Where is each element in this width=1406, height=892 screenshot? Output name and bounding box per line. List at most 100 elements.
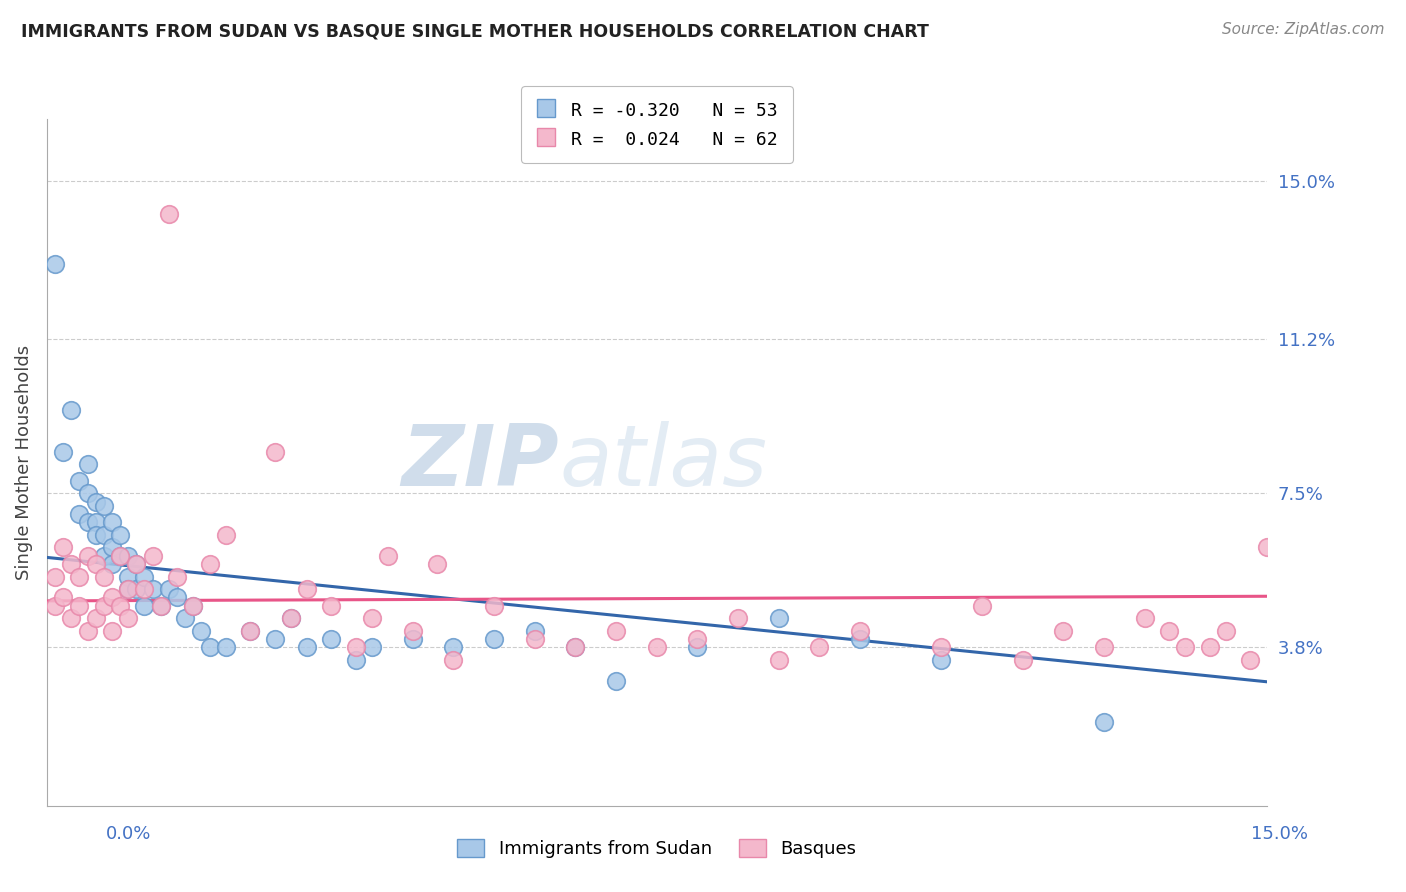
Point	[117, 582, 139, 596]
Point	[166, 569, 188, 583]
Point	[1198, 640, 1220, 655]
Point	[768, 653, 790, 667]
Point	[93, 569, 115, 583]
Point	[44, 569, 66, 583]
Point	[808, 640, 831, 655]
Point	[239, 624, 262, 638]
Text: 0.0%: 0.0%	[105, 825, 150, 843]
Point	[263, 632, 285, 646]
Point	[280, 611, 302, 625]
Point	[970, 599, 993, 613]
Point	[1239, 653, 1261, 667]
Point	[295, 640, 318, 655]
Point	[198, 557, 221, 571]
Point	[929, 653, 952, 667]
Point	[125, 557, 148, 571]
Point	[84, 528, 107, 542]
Point	[149, 599, 172, 613]
Point	[181, 599, 204, 613]
Point	[108, 599, 131, 613]
Text: ZIP: ZIP	[402, 421, 560, 504]
Point	[402, 624, 425, 638]
Point	[52, 541, 75, 555]
Point	[564, 640, 586, 655]
Point	[117, 549, 139, 563]
Point	[686, 640, 709, 655]
Point	[426, 557, 449, 571]
Point	[108, 528, 131, 542]
Point	[215, 640, 238, 655]
Point	[142, 549, 165, 563]
Point	[1133, 611, 1156, 625]
Point	[93, 599, 115, 613]
Text: Source: ZipAtlas.com: Source: ZipAtlas.com	[1222, 22, 1385, 37]
Point	[84, 494, 107, 508]
Point	[1256, 541, 1278, 555]
Point	[108, 549, 131, 563]
Point	[149, 599, 172, 613]
Point	[295, 582, 318, 596]
Point	[101, 557, 124, 571]
Point	[60, 611, 83, 625]
Point	[321, 599, 343, 613]
Point	[142, 582, 165, 596]
Point	[768, 611, 790, 625]
Point	[1092, 640, 1115, 655]
Point	[280, 611, 302, 625]
Point	[44, 257, 66, 271]
Point	[361, 640, 384, 655]
Point	[849, 632, 872, 646]
Point	[645, 640, 668, 655]
Point	[101, 591, 124, 605]
Point	[1215, 624, 1237, 638]
Point	[76, 549, 98, 563]
Point	[67, 474, 90, 488]
Point	[174, 611, 197, 625]
Point	[929, 640, 952, 655]
Point	[482, 599, 505, 613]
Point	[134, 582, 156, 596]
Point	[101, 541, 124, 555]
Point	[117, 582, 139, 596]
Legend: R = -0.320   N = 53, R =  0.024   N = 62: R = -0.320 N = 53, R = 0.024 N = 62	[520, 87, 793, 163]
Point	[849, 624, 872, 638]
Point	[84, 611, 107, 625]
Point	[93, 528, 115, 542]
Point	[361, 611, 384, 625]
Point	[52, 591, 75, 605]
Point	[181, 599, 204, 613]
Point	[482, 632, 505, 646]
Point	[76, 516, 98, 530]
Point	[344, 640, 367, 655]
Point	[1092, 715, 1115, 730]
Point	[1052, 624, 1074, 638]
Point	[125, 557, 148, 571]
Point	[117, 611, 139, 625]
Point	[76, 486, 98, 500]
Point	[93, 549, 115, 563]
Point	[605, 673, 627, 688]
Text: 15.0%: 15.0%	[1250, 825, 1308, 843]
Point	[564, 640, 586, 655]
Point	[67, 599, 90, 613]
Point	[125, 582, 148, 596]
Point	[67, 569, 90, 583]
Point	[441, 653, 464, 667]
Point	[239, 624, 262, 638]
Point	[44, 599, 66, 613]
Point	[727, 611, 749, 625]
Point	[263, 444, 285, 458]
Point	[344, 653, 367, 667]
Point	[377, 549, 399, 563]
Point	[402, 632, 425, 646]
Point	[84, 516, 107, 530]
Point	[52, 444, 75, 458]
Point	[117, 569, 139, 583]
Point	[76, 457, 98, 471]
Point	[686, 632, 709, 646]
Point	[76, 624, 98, 638]
Point	[605, 624, 627, 638]
Point	[1157, 624, 1180, 638]
Point	[157, 582, 180, 596]
Point	[93, 499, 115, 513]
